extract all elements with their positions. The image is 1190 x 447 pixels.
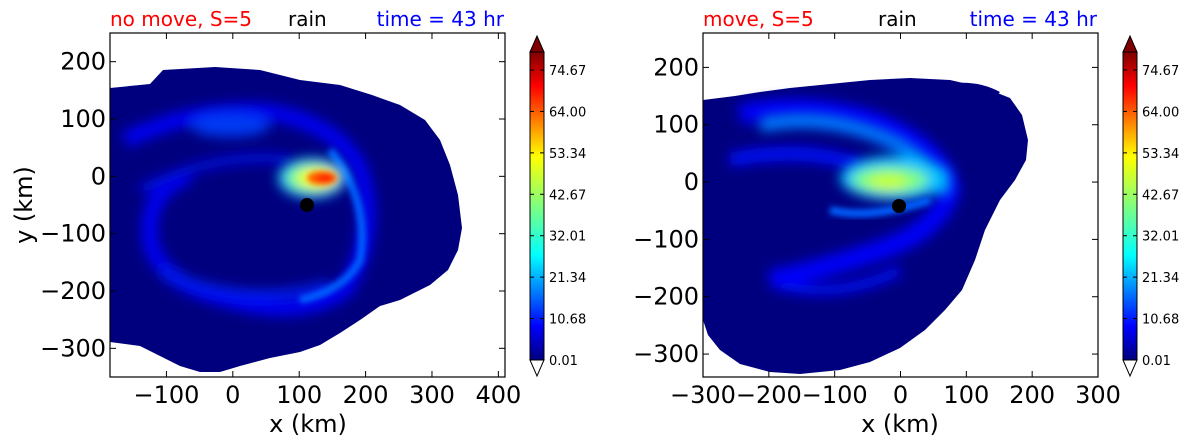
left-panel: −100 0 100 200 300 400 200 100 0 −100 −200 −300 x … — [10, 7, 586, 438]
right-panel: −300 −200 −100 0 100 200 300 2001000−100−200−3… — [633, 7, 1179, 438]
title-time-right: time = 43 hr — [970, 7, 1098, 31]
colorbar-tick-label: 53.34 — [1142, 147, 1179, 162]
title-variable-right: rain — [878, 7, 917, 31]
colorbar-tick-label: 42.67 — [549, 188, 586, 203]
x-axis-label-left: x (km) — [269, 410, 347, 438]
y-axis-label-left: y (km) — [10, 166, 38, 244]
x-tick-label: −300 — [670, 381, 736, 409]
y-tick-label: 100 — [653, 111, 699, 139]
colorbar-tick-label: 0.01 — [1142, 354, 1171, 369]
colorbar-tick-label: 74.67 — [549, 64, 586, 79]
x-tick-label: 300 — [409, 381, 455, 409]
colorbar-tick-label: 74.67 — [1142, 64, 1179, 79]
y-tick-label: 200 — [60, 48, 106, 76]
x-axis-right: −300 −200 −100 0 100 200 300 — [670, 33, 1121, 409]
y-tick-label: 0 — [91, 162, 106, 190]
title-variable-left: rain — [288, 7, 327, 31]
x-tick-label: 400 — [475, 381, 521, 409]
y-tick-label: −300 — [633, 340, 699, 368]
storm-center-marker-left — [300, 198, 314, 212]
y-tick-label: −100 — [633, 225, 699, 253]
x-tick-label: −200 — [736, 381, 802, 409]
x-tick-label: 200 — [343, 381, 389, 409]
y-tick-label: 100 — [60, 105, 106, 133]
colorbar-tick-label: 21.34 — [549, 271, 586, 286]
x-tick-label: 100 — [943, 381, 989, 409]
storm-center-marker-right — [892, 199, 906, 213]
x-tick-label: 0 — [225, 381, 240, 409]
plot-frame-left — [109, 32, 506, 378]
x-axis-label-right: x (km) — [861, 410, 939, 438]
title-scenario-right: move, S=5 — [703, 7, 814, 31]
x-tick-label: 200 — [1009, 381, 1055, 409]
title-time-left: time = 43 hr — [377, 7, 505, 31]
x-tick-label: 300 — [1075, 381, 1121, 409]
y-tick-label: −100 — [40, 220, 106, 248]
y-tick-label: 0 — [684, 168, 699, 196]
colorbar-tick-label: 0.01 — [549, 354, 578, 369]
colorbar-right: 74.67 64.00 53.34 42.67 32.01 21.34 10.68 0.01 — [1122, 34, 1179, 378]
x-tick-label: −100 — [133, 381, 199, 409]
colorbar-tick-label: 53.34 — [549, 147, 586, 162]
y-tick-label: 200 — [653, 53, 699, 81]
title-scenario-left: no move, S=5 — [110, 7, 252, 31]
y-axis-right: 200 100 0 −100 −200 −300 — [633, 53, 1098, 368]
colorbar-tick-label: 21.34 — [1142, 271, 1179, 286]
y-tick-label: −200 — [633, 283, 699, 311]
y-tick-label: −300 — [40, 334, 106, 362]
colorbar-tick-label: 10.68 — [1142, 313, 1179, 328]
x-tick-label: 100 — [276, 381, 322, 409]
colorbar-tick-label: 32.01 — [1142, 230, 1179, 245]
rain-field-right — [703, 78, 1028, 374]
x-axis-left: −100 0 100 200 300 400 — [133, 33, 521, 409]
colorbar-tick-label: 64.00 — [549, 105, 586, 120]
x-tick-label: −100 — [802, 381, 868, 409]
colorbar-left: 74.67 64.00 53.34 42.67 32.01 21.34 10.68 0.01 — [529, 34, 586, 378]
y-tick-label: −200 — [40, 277, 106, 305]
colorbar-tick-label: 10.68 — [549, 313, 586, 328]
colorbar-tick-label: 32.01 — [549, 230, 586, 245]
rain-field-left — [110, 67, 462, 372]
y-axis-left: 200 100 0 −100 −200 −300 — [40, 48, 505, 362]
x-tick-label: 0 — [893, 381, 908, 409]
colorbar-tick-label: 64.00 — [1142, 105, 1179, 120]
colorbar-tick-label: 42.67 — [1142, 188, 1179, 203]
